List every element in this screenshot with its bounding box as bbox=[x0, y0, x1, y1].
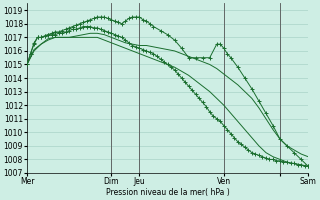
X-axis label: Pression niveau de la mer( hPa ): Pression niveau de la mer( hPa ) bbox=[106, 188, 229, 197]
